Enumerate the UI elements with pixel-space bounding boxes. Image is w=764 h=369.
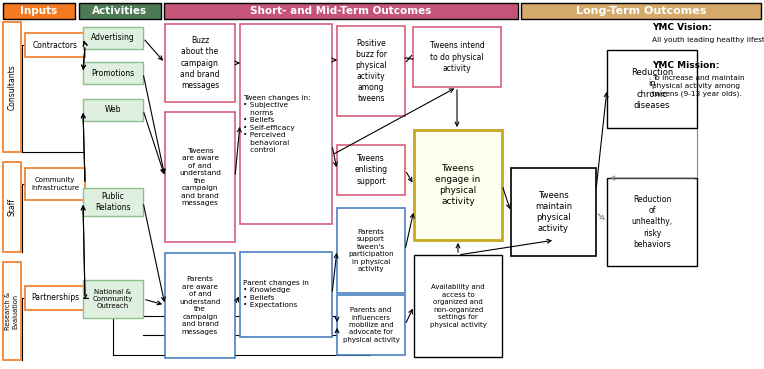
Text: Advertising: Advertising xyxy=(91,34,135,42)
Text: Buzz
about the
campaign
and brand
messages: Buzz about the campaign and brand messag… xyxy=(180,36,220,90)
Bar xyxy=(83,280,143,318)
Text: YMC Vision:: YMC Vision: xyxy=(652,23,712,31)
Bar xyxy=(414,130,502,240)
Text: Tweens
enlisting
support: Tweens enlisting support xyxy=(354,154,387,186)
Bar xyxy=(3,162,21,252)
Bar xyxy=(165,112,235,242)
Text: Public
Relations: Public Relations xyxy=(96,192,131,212)
Text: Tweens
engage in
physical
activity: Tweens engage in physical activity xyxy=(435,164,481,206)
Bar xyxy=(25,168,85,200)
Bar xyxy=(240,252,332,337)
Text: Staff: Staff xyxy=(8,198,17,216)
Bar xyxy=(83,188,143,216)
Text: Community
Infrastructure: Community Infrastructure xyxy=(31,177,79,191)
Text: Parents
support
tween's
participation
in physical
activity: Parents support tween's participation in… xyxy=(348,229,393,272)
Bar xyxy=(3,3,75,19)
Text: Long-Term Outcomes: Long-Term Outcomes xyxy=(576,6,706,16)
Bar xyxy=(337,145,405,195)
Bar xyxy=(165,253,235,358)
Text: Tweens
are aware
of and
understand
the
campaign
and brand
messages: Tweens are aware of and understand the c… xyxy=(179,148,221,206)
Text: Short- and Mid-Term Outcomes: Short- and Mid-Term Outcomes xyxy=(251,6,432,16)
Bar xyxy=(83,99,143,121)
Text: Research &
Evaluation: Research & Evaluation xyxy=(5,292,18,330)
Text: Tween changes in:
• Subjective
   norms
• Beliefs
• Self-efficacy
• Perceived
  : Tween changes in: • Subjective norms • B… xyxy=(243,95,311,153)
Text: Contractors: Contractors xyxy=(33,41,77,49)
Text: Web: Web xyxy=(105,106,121,114)
Text: Parents
are aware
of and
understand
the
campaign
and brand
messages: Parents are aware of and understand the … xyxy=(180,276,221,335)
Text: Promotions: Promotions xyxy=(92,69,134,77)
Text: All youth leading healthy lifestyles: All youth leading healthy lifestyles xyxy=(652,37,764,43)
Text: Inputs: Inputs xyxy=(21,6,57,16)
Text: Positive
buzz for
physical
activity
among
tweens: Positive buzz for physical activity amon… xyxy=(355,39,387,103)
Text: Parents and
influencers
mobilize and
advocate for
physical activity: Parents and influencers mobilize and adv… xyxy=(342,307,400,343)
Bar xyxy=(83,27,143,49)
Bar xyxy=(413,27,501,87)
Text: Tweens intend
to do physical
activity: Tweens intend to do physical activity xyxy=(429,41,484,73)
Bar xyxy=(521,3,761,19)
Bar xyxy=(25,33,85,57)
Text: Tweens
maintain
physical
activity: Tweens maintain physical activity xyxy=(535,191,572,233)
Text: National &
Community
Outreach: National & Community Outreach xyxy=(92,289,133,310)
Text: Activities: Activities xyxy=(92,6,147,16)
Bar xyxy=(607,50,697,128)
Bar xyxy=(25,286,85,310)
Text: Consultants: Consultants xyxy=(8,64,17,110)
Bar xyxy=(164,3,518,19)
Bar xyxy=(240,24,332,224)
Text: Reduction
in
chronic
diseases: Reduction in chronic diseases xyxy=(631,68,673,110)
Bar xyxy=(337,295,405,355)
Bar xyxy=(414,255,502,357)
Text: Availability and
access to
organized and
non-organized
settings for
physical act: Availability and access to organized and… xyxy=(429,284,487,328)
Bar xyxy=(3,22,21,152)
Text: To increase and maintain
physical activity among
tweens (9-13 year olds).: To increase and maintain physical activi… xyxy=(652,75,745,97)
Bar xyxy=(79,3,161,19)
Bar xyxy=(607,178,697,266)
Text: YMC Mission:: YMC Mission: xyxy=(652,61,720,69)
Text: Partnerships: Partnerships xyxy=(31,293,79,303)
Text: Parent changes in
• Knowledge
• Beliefs
• Expectations: Parent changes in • Knowledge • Beliefs … xyxy=(243,280,309,308)
Bar xyxy=(511,168,596,256)
Bar xyxy=(337,26,405,116)
Bar xyxy=(337,208,405,293)
Text: Reduction
of
unhealthy,
risky
behaviors: Reduction of unhealthy, risky behaviors xyxy=(631,195,672,249)
Bar xyxy=(3,262,21,360)
Bar xyxy=(83,62,143,84)
Bar xyxy=(165,24,235,102)
